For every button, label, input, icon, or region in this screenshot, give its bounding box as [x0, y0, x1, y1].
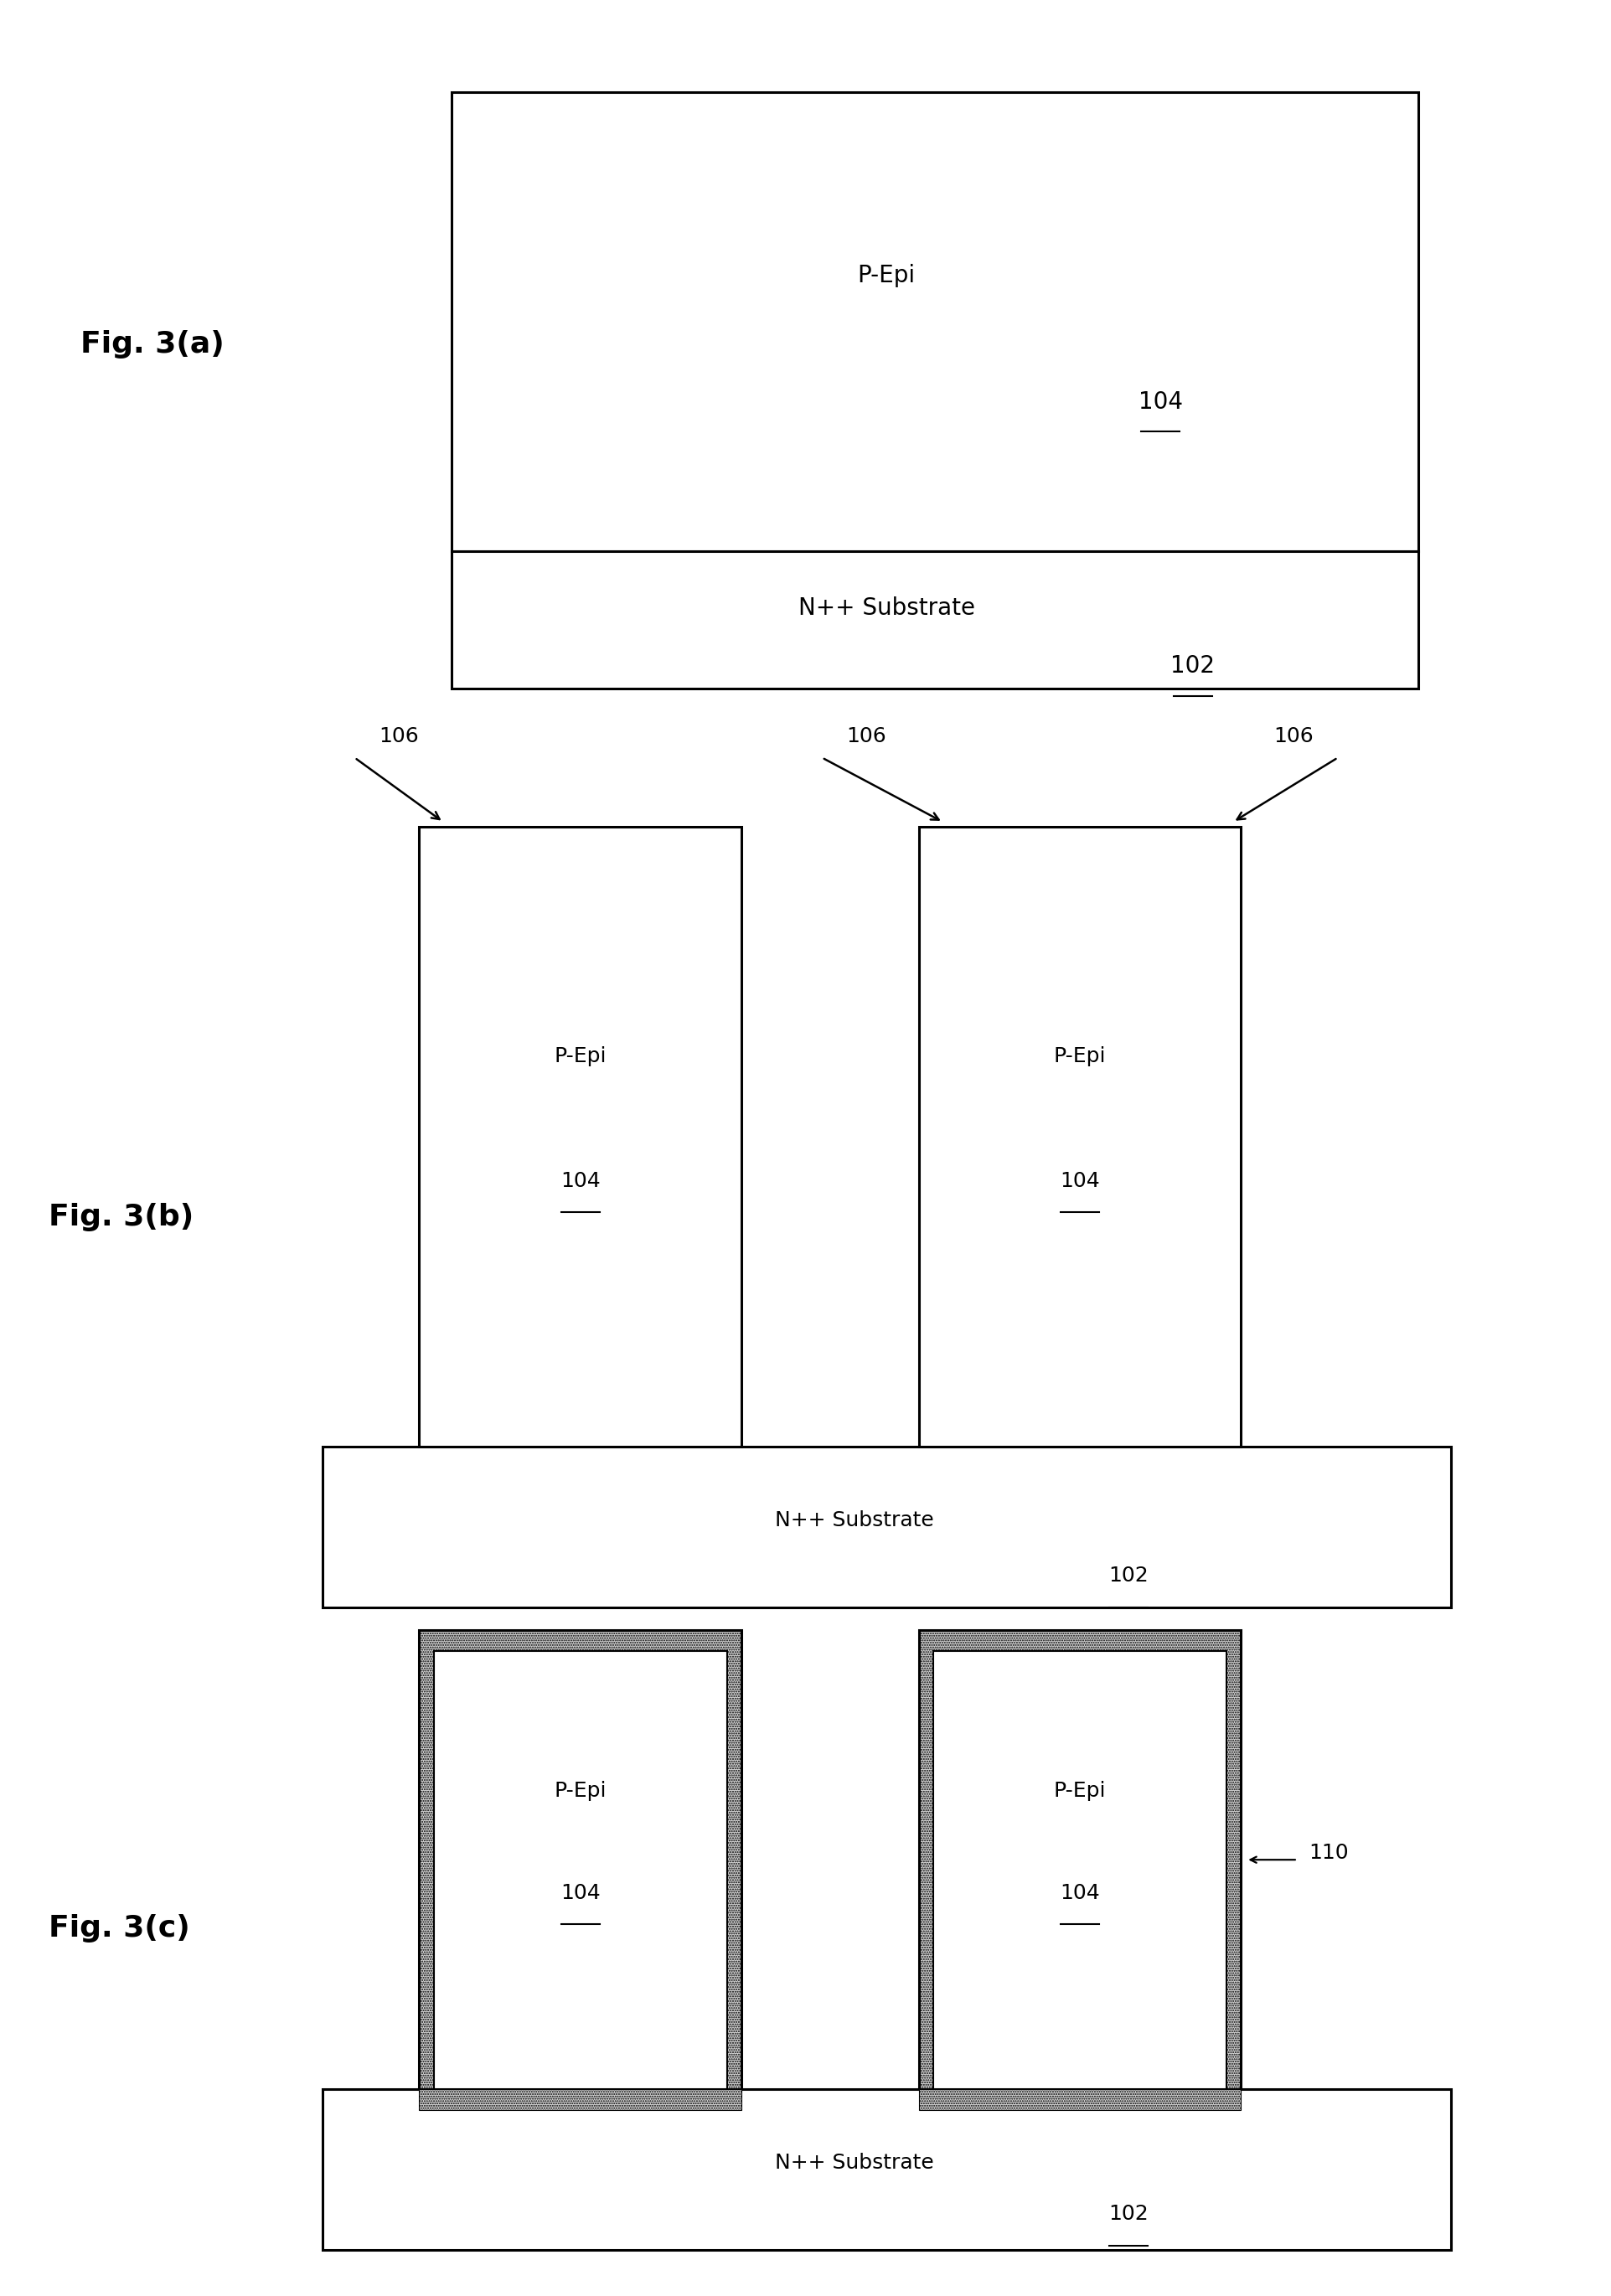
Bar	[433, 1651, 727, 2089]
Text: 102: 102	[1108, 1566, 1147, 1587]
Text: P-Epi: P-Epi	[554, 1047, 606, 1065]
Text: 106: 106	[846, 726, 886, 746]
Text: P-Epi: P-Epi	[554, 1782, 606, 1800]
Text: N++ Substrate: N++ Substrate	[797, 597, 975, 620]
Bar	[918, 827, 1240, 1446]
Text: 102: 102	[1170, 654, 1215, 677]
Bar	[933, 1651, 1226, 2089]
Text: Fig. 3(a): Fig. 3(a)	[81, 331, 224, 358]
Text: P-Epi: P-Epi	[857, 264, 915, 287]
Text: N++ Substrate: N++ Substrate	[775, 2154, 933, 2172]
Bar	[322, 2089, 1450, 2250]
Text: 102: 102	[1108, 2204, 1147, 2225]
Bar	[451, 92, 1418, 551]
Bar	[322, 1446, 1450, 1607]
Text: 110: 110	[1308, 1844, 1348, 1862]
Text: 104: 104	[561, 1171, 599, 1192]
Text: 104: 104	[1137, 390, 1182, 413]
Bar	[451, 551, 1418, 689]
Text: N++ Substrate: N++ Substrate	[775, 1511, 933, 1529]
Text: 106: 106	[379, 726, 419, 746]
Text: P-Epi: P-Epi	[1054, 1782, 1105, 1800]
Bar	[419, 827, 741, 1446]
Bar	[419, 1630, 741, 2089]
Text: P-Epi: P-Epi	[1054, 1047, 1105, 1065]
Bar	[918, 1630, 1240, 2089]
Text: Fig. 3(c): Fig. 3(c)	[48, 1915, 190, 1942]
Text: 104: 104	[1060, 1883, 1099, 1903]
Bar	[918, 2089, 1240, 2110]
Text: 104: 104	[561, 1883, 599, 1903]
Text: Fig. 3(b): Fig. 3(b)	[48, 1203, 193, 1231]
Bar	[419, 2089, 741, 2110]
Text: 104: 104	[1060, 1171, 1099, 1192]
Text: 106: 106	[1273, 726, 1313, 746]
